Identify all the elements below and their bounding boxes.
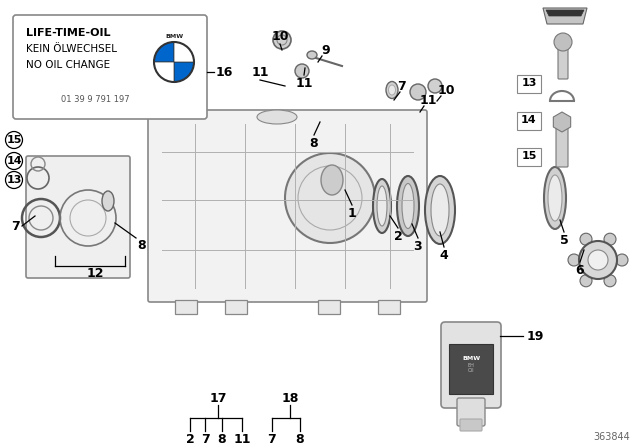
Circle shape	[616, 254, 628, 266]
FancyBboxPatch shape	[441, 322, 501, 408]
Text: 14: 14	[6, 156, 22, 166]
FancyBboxPatch shape	[558, 45, 568, 79]
Text: 6: 6	[576, 263, 584, 276]
Circle shape	[579, 241, 617, 279]
Text: BMW: BMW	[462, 356, 480, 361]
Text: 7: 7	[200, 432, 209, 445]
Text: 8: 8	[296, 432, 304, 445]
Circle shape	[588, 250, 608, 270]
Wedge shape	[174, 42, 194, 62]
Ellipse shape	[548, 175, 562, 221]
FancyBboxPatch shape	[457, 398, 485, 426]
Ellipse shape	[397, 176, 419, 236]
FancyBboxPatch shape	[517, 75, 541, 93]
FancyBboxPatch shape	[318, 300, 340, 314]
Ellipse shape	[377, 186, 387, 226]
Text: 7: 7	[397, 79, 406, 92]
Circle shape	[428, 79, 442, 93]
Text: 3: 3	[413, 240, 422, 253]
Text: 13: 13	[6, 175, 22, 185]
Text: 17: 17	[209, 392, 227, 405]
Text: 12: 12	[86, 267, 104, 280]
Ellipse shape	[388, 85, 396, 95]
Circle shape	[580, 275, 592, 287]
Circle shape	[273, 31, 291, 49]
Text: 8: 8	[218, 432, 227, 445]
Text: 11: 11	[419, 94, 436, 107]
Text: BMW: BMW	[165, 34, 183, 39]
Text: 19: 19	[526, 329, 544, 343]
Text: 10: 10	[271, 30, 289, 43]
FancyBboxPatch shape	[517, 112, 541, 130]
Ellipse shape	[257, 110, 297, 124]
Text: LIFE-TIME-OIL: LIFE-TIME-OIL	[26, 28, 111, 38]
Text: 7: 7	[268, 432, 276, 445]
Circle shape	[604, 233, 616, 245]
Text: 10: 10	[437, 83, 455, 96]
Text: EH
Oil: EH Oil	[468, 362, 474, 373]
Text: 8: 8	[310, 137, 318, 150]
Circle shape	[410, 84, 426, 100]
Ellipse shape	[373, 179, 391, 233]
Text: 2: 2	[186, 432, 195, 445]
Text: 15: 15	[522, 151, 537, 161]
Text: 8: 8	[138, 238, 147, 251]
FancyBboxPatch shape	[449, 344, 493, 394]
FancyBboxPatch shape	[225, 300, 247, 314]
Circle shape	[295, 64, 309, 78]
Polygon shape	[543, 8, 587, 24]
Text: 14: 14	[521, 115, 537, 125]
Text: KEIN ÖLWECHSEL: KEIN ÖLWECHSEL	[26, 44, 117, 54]
Wedge shape	[154, 42, 174, 62]
FancyBboxPatch shape	[26, 156, 130, 278]
Text: 11: 11	[295, 77, 313, 90]
FancyBboxPatch shape	[175, 300, 197, 314]
Ellipse shape	[307, 51, 317, 59]
Ellipse shape	[321, 165, 343, 195]
FancyBboxPatch shape	[378, 300, 400, 314]
Circle shape	[568, 254, 580, 266]
FancyBboxPatch shape	[556, 127, 568, 167]
Wedge shape	[174, 62, 194, 82]
Circle shape	[554, 33, 572, 51]
Text: 9: 9	[322, 43, 330, 56]
Wedge shape	[154, 62, 174, 82]
Text: 16: 16	[215, 65, 233, 78]
Circle shape	[604, 275, 616, 287]
Text: 7: 7	[11, 220, 19, 233]
Text: 2: 2	[394, 229, 403, 242]
Ellipse shape	[386, 82, 398, 99]
Text: 11: 11	[252, 65, 269, 78]
Polygon shape	[546, 10, 584, 16]
Text: 15: 15	[6, 135, 22, 145]
Text: 01 39 9 791 197: 01 39 9 791 197	[61, 95, 129, 104]
Text: 363844: 363844	[593, 432, 630, 442]
Ellipse shape	[102, 191, 114, 211]
FancyBboxPatch shape	[148, 110, 427, 302]
Text: 1: 1	[348, 207, 356, 220]
Text: 11: 11	[233, 432, 251, 445]
Text: 13: 13	[522, 78, 537, 88]
FancyBboxPatch shape	[517, 148, 541, 166]
Ellipse shape	[544, 167, 566, 229]
Text: 4: 4	[440, 249, 449, 262]
Text: NO OIL CHANGE: NO OIL CHANGE	[26, 60, 110, 70]
Ellipse shape	[402, 184, 414, 228]
Circle shape	[285, 153, 375, 243]
Text: 18: 18	[282, 392, 299, 405]
Text: 5: 5	[559, 233, 568, 246]
Ellipse shape	[431, 184, 449, 236]
Ellipse shape	[425, 176, 455, 244]
FancyBboxPatch shape	[13, 15, 207, 119]
FancyBboxPatch shape	[460, 419, 482, 431]
Circle shape	[580, 233, 592, 245]
